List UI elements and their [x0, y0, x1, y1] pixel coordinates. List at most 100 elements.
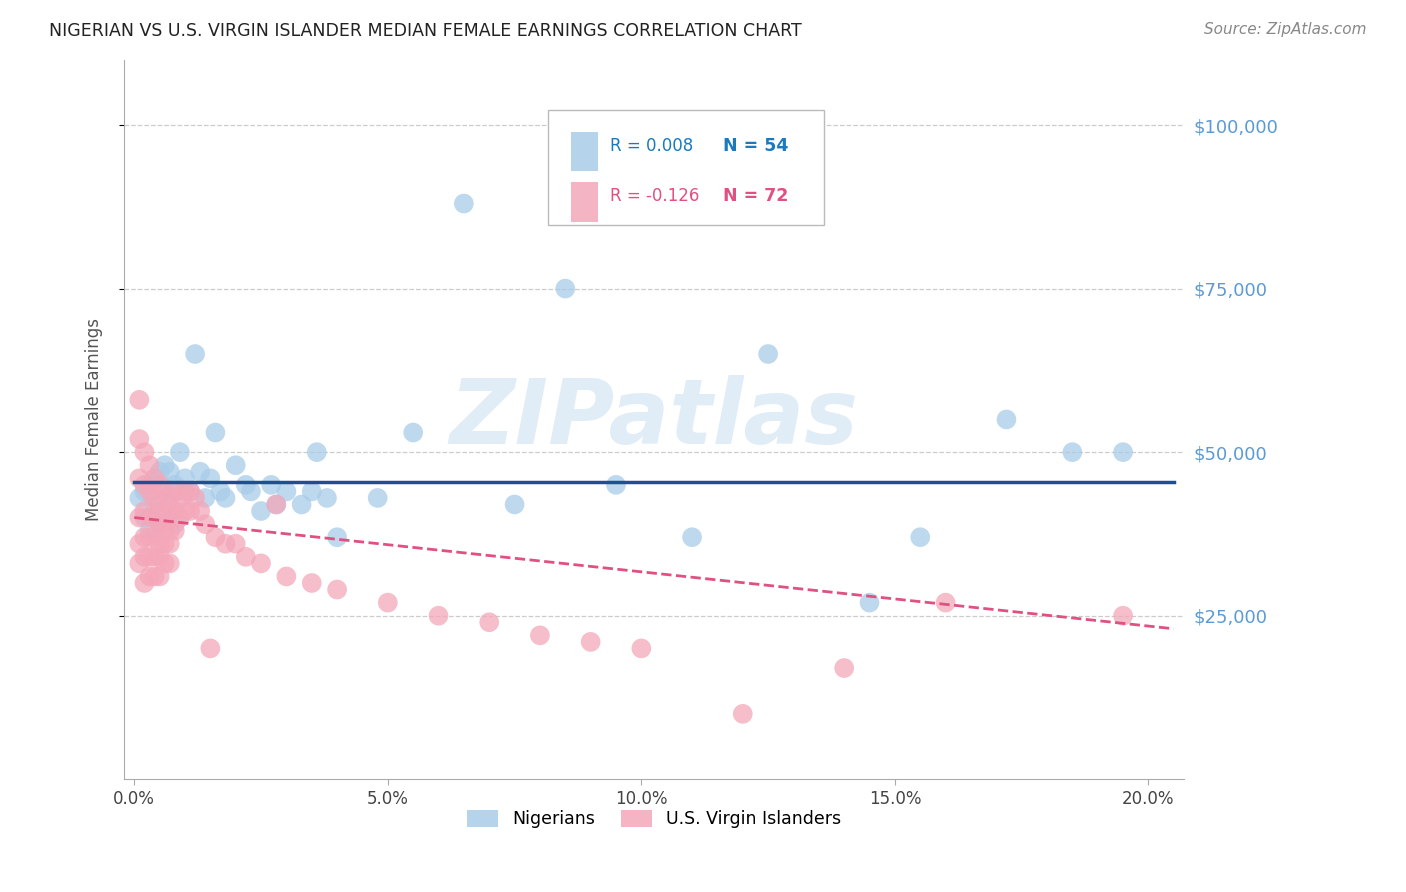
Point — [326, 582, 349, 597]
Point — [194, 491, 217, 505]
Point — [214, 537, 236, 551]
Point — [174, 471, 197, 485]
Point — [179, 484, 201, 499]
Point — [179, 504, 201, 518]
Point — [149, 517, 172, 532]
Point — [134, 510, 156, 524]
Point — [200, 641, 222, 656]
Point — [138, 510, 160, 524]
Text: R = -0.126: R = -0.126 — [610, 187, 699, 205]
Point — [301, 484, 323, 499]
Point — [159, 557, 181, 571]
Point — [163, 524, 186, 538]
Point — [149, 465, 172, 479]
Point — [301, 576, 323, 591]
Point — [832, 661, 855, 675]
Point — [935, 596, 957, 610]
Text: R = 0.008: R = 0.008 — [610, 137, 693, 155]
Point — [1112, 445, 1135, 459]
Point — [250, 504, 273, 518]
Point — [402, 425, 425, 440]
Point — [235, 478, 257, 492]
Point — [200, 471, 222, 485]
Point — [264, 498, 287, 512]
Point — [554, 282, 576, 296]
Point — [134, 504, 156, 518]
Point — [143, 549, 166, 564]
Point — [184, 347, 207, 361]
Point — [128, 537, 150, 551]
Point — [630, 641, 652, 656]
Point — [149, 549, 172, 564]
Point — [204, 425, 226, 440]
Point — [128, 510, 150, 524]
Point — [291, 498, 314, 512]
Point — [143, 491, 166, 505]
Point — [681, 530, 703, 544]
Point — [159, 537, 181, 551]
FancyBboxPatch shape — [548, 110, 824, 225]
Point — [128, 491, 150, 505]
Point — [138, 530, 160, 544]
FancyBboxPatch shape — [571, 182, 598, 221]
Point — [163, 484, 186, 499]
Point — [128, 471, 150, 485]
Point — [143, 498, 166, 512]
Point — [529, 628, 551, 642]
Point — [153, 458, 176, 473]
Point — [134, 445, 156, 459]
Point — [1062, 445, 1084, 459]
Point — [194, 517, 217, 532]
Point — [159, 524, 181, 538]
Point — [138, 549, 160, 564]
Point — [163, 478, 186, 492]
Point — [264, 498, 287, 512]
Point — [153, 484, 176, 499]
Point — [169, 445, 191, 459]
Point — [138, 569, 160, 583]
Legend: Nigerians, U.S. Virgin Islanders: Nigerians, U.S. Virgin Islanders — [460, 803, 848, 835]
Point — [239, 484, 262, 499]
Point — [377, 596, 399, 610]
Text: ZIPatlas: ZIPatlas — [450, 376, 859, 464]
Point — [128, 392, 150, 407]
Point — [138, 478, 160, 492]
Text: N = 54: N = 54 — [723, 137, 789, 155]
Point — [134, 576, 156, 591]
Point — [214, 491, 236, 505]
Point — [250, 557, 273, 571]
Point — [427, 608, 450, 623]
Point — [134, 530, 156, 544]
Point — [138, 458, 160, 473]
Point — [128, 432, 150, 446]
Point — [174, 504, 197, 518]
Point — [260, 478, 283, 492]
Point — [204, 530, 226, 544]
Point — [153, 524, 176, 538]
Point — [153, 510, 176, 524]
Point — [163, 504, 186, 518]
Point — [858, 596, 880, 610]
Point — [149, 537, 172, 551]
Point — [143, 569, 166, 583]
Point — [169, 491, 191, 505]
Point — [326, 530, 349, 544]
Point — [179, 484, 201, 499]
Point — [225, 537, 247, 551]
Point — [225, 458, 247, 473]
Point — [149, 478, 172, 492]
Point — [579, 635, 602, 649]
Point — [143, 530, 166, 544]
Point — [159, 504, 181, 518]
Point — [453, 196, 475, 211]
Point — [149, 517, 172, 532]
Point — [153, 484, 176, 499]
Point — [138, 524, 160, 538]
Point — [149, 504, 172, 518]
Point — [143, 510, 166, 524]
Y-axis label: Median Female Earnings: Median Female Earnings — [86, 318, 103, 521]
Point — [159, 504, 181, 518]
Point — [159, 465, 181, 479]
Text: N = 72: N = 72 — [723, 187, 789, 205]
Point — [153, 557, 176, 571]
